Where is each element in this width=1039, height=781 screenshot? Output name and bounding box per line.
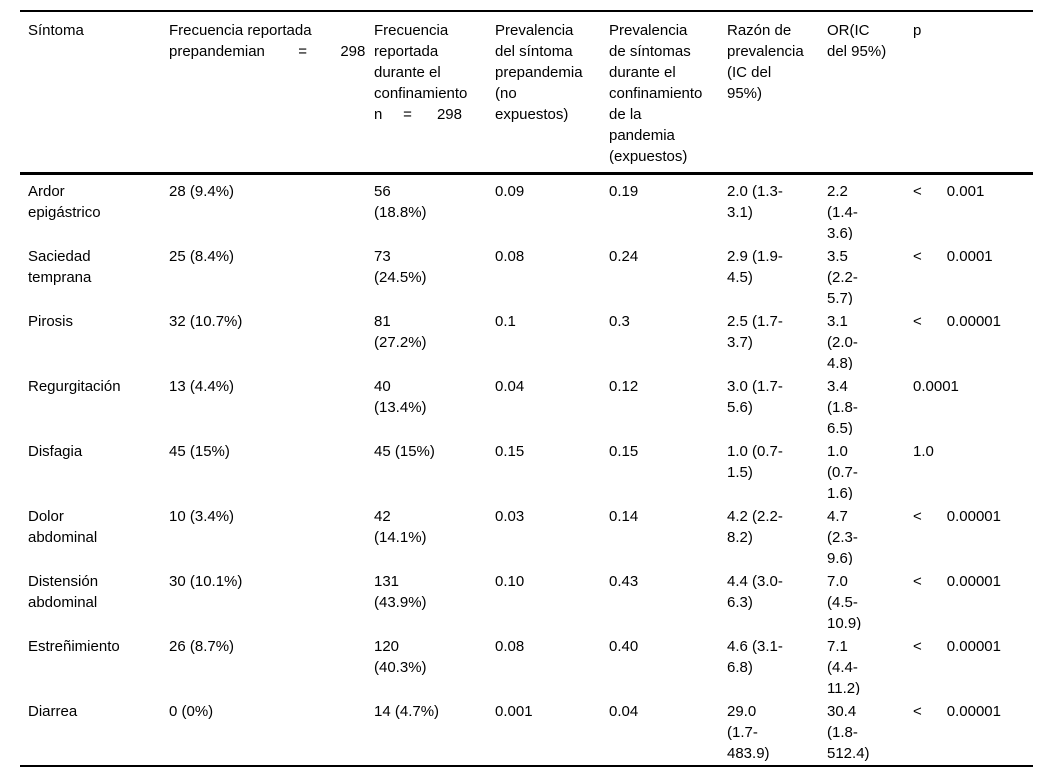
- cell-prevalencia-prepandemia: 0.04: [495, 378, 525, 395]
- cell-frecuencia-confinamiento: 40 (13.4%): [374, 378, 427, 416]
- cell-prevalencia-confinamiento: 0.19: [609, 183, 639, 200]
- cell-razon-prevalencia: 2.9 (1.9- 4.5): [727, 248, 783, 286]
- table-header-row: Síntoma Frecuencia reportada prepandemia…: [20, 12, 1033, 175]
- cell-prevalencia-prepandemia: 0.08: [495, 248, 525, 265]
- col-header-p: p: [913, 22, 922, 39]
- cell-p: 1.0: [913, 443, 934, 460]
- cell-prevalencia-prepandemia: 0.09: [495, 183, 525, 200]
- cell-sintoma: Estreñimiento: [28, 638, 120, 655]
- cell-frecuencia-confinamiento: 131 (43.9%): [374, 573, 427, 611]
- cell-or: 30.4 (1.8- 512.4): [827, 703, 870, 762]
- col-header-frecuencia-confinamiento: Frecuencia reportada durante el confinam…: [374, 22, 468, 123]
- cell-prevalencia-prepandemia: 0.1: [495, 313, 516, 330]
- table-row-estrenimiento: Estreñimiento 26 (8.7%) 120 (40.3%) 0.08…: [20, 630, 1033, 695]
- cell-sintoma: Regurgitación: [28, 378, 121, 395]
- table-row-dolor-abdominal: Dolor abdominal 10 (3.4%) 42 (14.1%) 0.0…: [20, 500, 1033, 565]
- cell-frecuencia-confinamiento: 81 (27.2%): [374, 313, 427, 351]
- col-header-frecuencia-prepandemia: Frecuencia reportada prepandemian = 298: [169, 22, 366, 60]
- cell-frecuencia-prepandemia: 25 (8.4%): [169, 248, 235, 265]
- cell-prevalencia-prepandemia: 0.001: [495, 703, 533, 720]
- table-row-disfagia: Disfagia 45 (15%) 45 (15%) 0.15 0.15 1.0…: [20, 435, 1033, 500]
- table-row-saciedad-temprana: Saciedad temprana 25 (8.4%) 73 (24.5%) 0…: [20, 240, 1033, 305]
- cell-p: < 0.0001: [913, 248, 993, 265]
- cell-frecuencia-prepandemia: 13 (4.4%): [169, 378, 235, 395]
- cell-or: 3.1 (2.0- 4.8): [827, 313, 858, 370]
- table-row-distension-abdominal: Distensión abdominal 30 (10.1%) 131 (43.…: [20, 565, 1033, 630]
- cell-frecuencia-confinamiento: 73 (24.5%): [374, 248, 427, 286]
- cell-frecuencia-prepandemia: 45 (15%): [169, 443, 230, 460]
- cell-prevalencia-prepandemia: 0.03: [495, 508, 525, 525]
- cell-razon-prevalencia: 2.0 (1.3- 3.1): [727, 183, 783, 221]
- cell-prevalencia-prepandemia: 0.15: [495, 443, 525, 460]
- cell-prevalencia-prepandemia: 0.08: [495, 638, 525, 655]
- cell-sintoma: Pirosis: [28, 313, 74, 330]
- table-row-pirosis: Pirosis 32 (10.7%) 81 (27.2%) 0.1 0.3 2.…: [20, 305, 1033, 370]
- table-body: Ardor epigástrico 28 (9.4%) 56 (18.8%) 0…: [20, 175, 1033, 765]
- cell-prevalencia-confinamiento: 0.12: [609, 378, 639, 395]
- cell-or: 4.7 (2.3- 9.6): [827, 508, 858, 565]
- cell-sintoma: Ardor epigástrico: [28, 183, 101, 221]
- cell-p: 0.0001: [913, 378, 959, 395]
- cell-frecuencia-confinamiento: 120 (40.3%): [374, 638, 427, 676]
- cell-prevalencia-confinamiento: 0.3: [609, 313, 630, 330]
- cell-prevalencia-confinamiento: 0.43: [609, 573, 639, 590]
- cell-prevalencia-confinamiento: 0.14: [609, 508, 639, 525]
- cell-p: < 0.00001: [913, 638, 1001, 655]
- cell-frecuencia-confinamiento: 42 (14.1%): [374, 508, 427, 546]
- cell-razon-prevalencia: 4.6 (3.1- 6.8): [727, 638, 783, 676]
- table-row-diarrea: Diarrea 0 (0%) 14 (4.7%) 0.001 0.04 29.0…: [20, 695, 1033, 765]
- cell-or: 2.2 (1.4- 3.6): [827, 183, 858, 240]
- cell-frecuencia-prepandemia: 0 (0%): [169, 703, 214, 720]
- cell-sintoma: Distensión abdominal: [28, 573, 99, 611]
- cell-p: < 0.00001: [913, 508, 1001, 525]
- table-row-ardor-epigastrico: Ardor epigástrico 28 (9.4%) 56 (18.8%) 0…: [20, 175, 1033, 240]
- cell-razon-prevalencia: 29.0 (1.7- 483.9): [727, 703, 770, 762]
- cell-prevalencia-confinamiento: 0.15: [609, 443, 639, 460]
- cell-or: 1.0 (0.7- 1.6): [827, 443, 858, 500]
- cell-frecuencia-confinamiento: 45 (15%): [374, 443, 435, 460]
- cell-prevalencia-confinamiento: 0.24: [609, 248, 639, 265]
- cell-sintoma: Dolor abdominal: [28, 508, 98, 546]
- cell-prevalencia-confinamiento: 0.40: [609, 638, 639, 655]
- cell-or: 3.4 (1.8- 6.5): [827, 378, 858, 435]
- col-header-or: OR(IC del 95%): [827, 22, 887, 60]
- col-header-razon-prevalencia: Razón de prevalencia (IC del 95%): [727, 22, 804, 102]
- cell-razon-prevalencia: 3.0 (1.7- 5.6): [727, 378, 783, 416]
- col-header-sintoma: Síntoma: [28, 22, 84, 39]
- cell-p: < 0.00001: [913, 703, 1001, 720]
- cell-p: < 0.00001: [913, 313, 1001, 330]
- cell-sintoma: Diarrea: [28, 703, 78, 720]
- cell-razon-prevalencia: 4.4 (3.0- 6.3): [727, 573, 783, 611]
- cell-frecuencia-confinamiento: 14 (4.7%): [374, 703, 440, 720]
- col-header-prevalencia-prepandemia: Prevalencia del síntoma prepandemia (no …: [495, 22, 583, 123]
- cell-p: < 0.001: [913, 183, 985, 200]
- cell-frecuencia-confinamiento: 56 (18.8%): [374, 183, 427, 221]
- cell-razon-prevalencia: 1.0 (0.7- 1.5): [727, 443, 783, 481]
- cell-p: < 0.00001: [913, 573, 1001, 590]
- cell-razon-prevalencia: 2.5 (1.7- 3.7): [727, 313, 783, 351]
- cell-frecuencia-prepandemia: 32 (10.7%): [169, 313, 243, 330]
- cell-or: 7.0 (4.5- 10.9): [827, 573, 862, 630]
- cell-prevalencia-prepandemia: 0.10: [495, 573, 525, 590]
- symptoms-prevalence-table: Síntoma Frecuencia reportada prepandemia…: [20, 10, 1033, 767]
- cell-prevalencia-confinamiento: 0.04: [609, 703, 639, 720]
- table-row-regurgitacion: Regurgitación 13 (4.4%) 40 (13.4%) 0.04 …: [20, 370, 1033, 435]
- col-header-prevalencia-confinamiento: Prevalencia de síntomas durante el confi…: [609, 22, 703, 165]
- cell-frecuencia-prepandemia: 26 (8.7%): [169, 638, 235, 655]
- cell-frecuencia-prepandemia: 10 (3.4%): [169, 508, 235, 525]
- cell-sintoma: Disfagia: [28, 443, 83, 460]
- cell-or: 3.5 (2.2- 5.7): [827, 248, 858, 305]
- cell-or: 7.1 (4.4- 11.2): [827, 638, 861, 695]
- cell-frecuencia-prepandemia: 28 (9.4%): [169, 183, 235, 200]
- cell-razon-prevalencia: 4.2 (2.2- 8.2): [727, 508, 783, 546]
- cell-sintoma: Saciedad temprana: [28, 248, 92, 286]
- cell-frecuencia-prepandemia: 30 (10.1%): [169, 573, 243, 590]
